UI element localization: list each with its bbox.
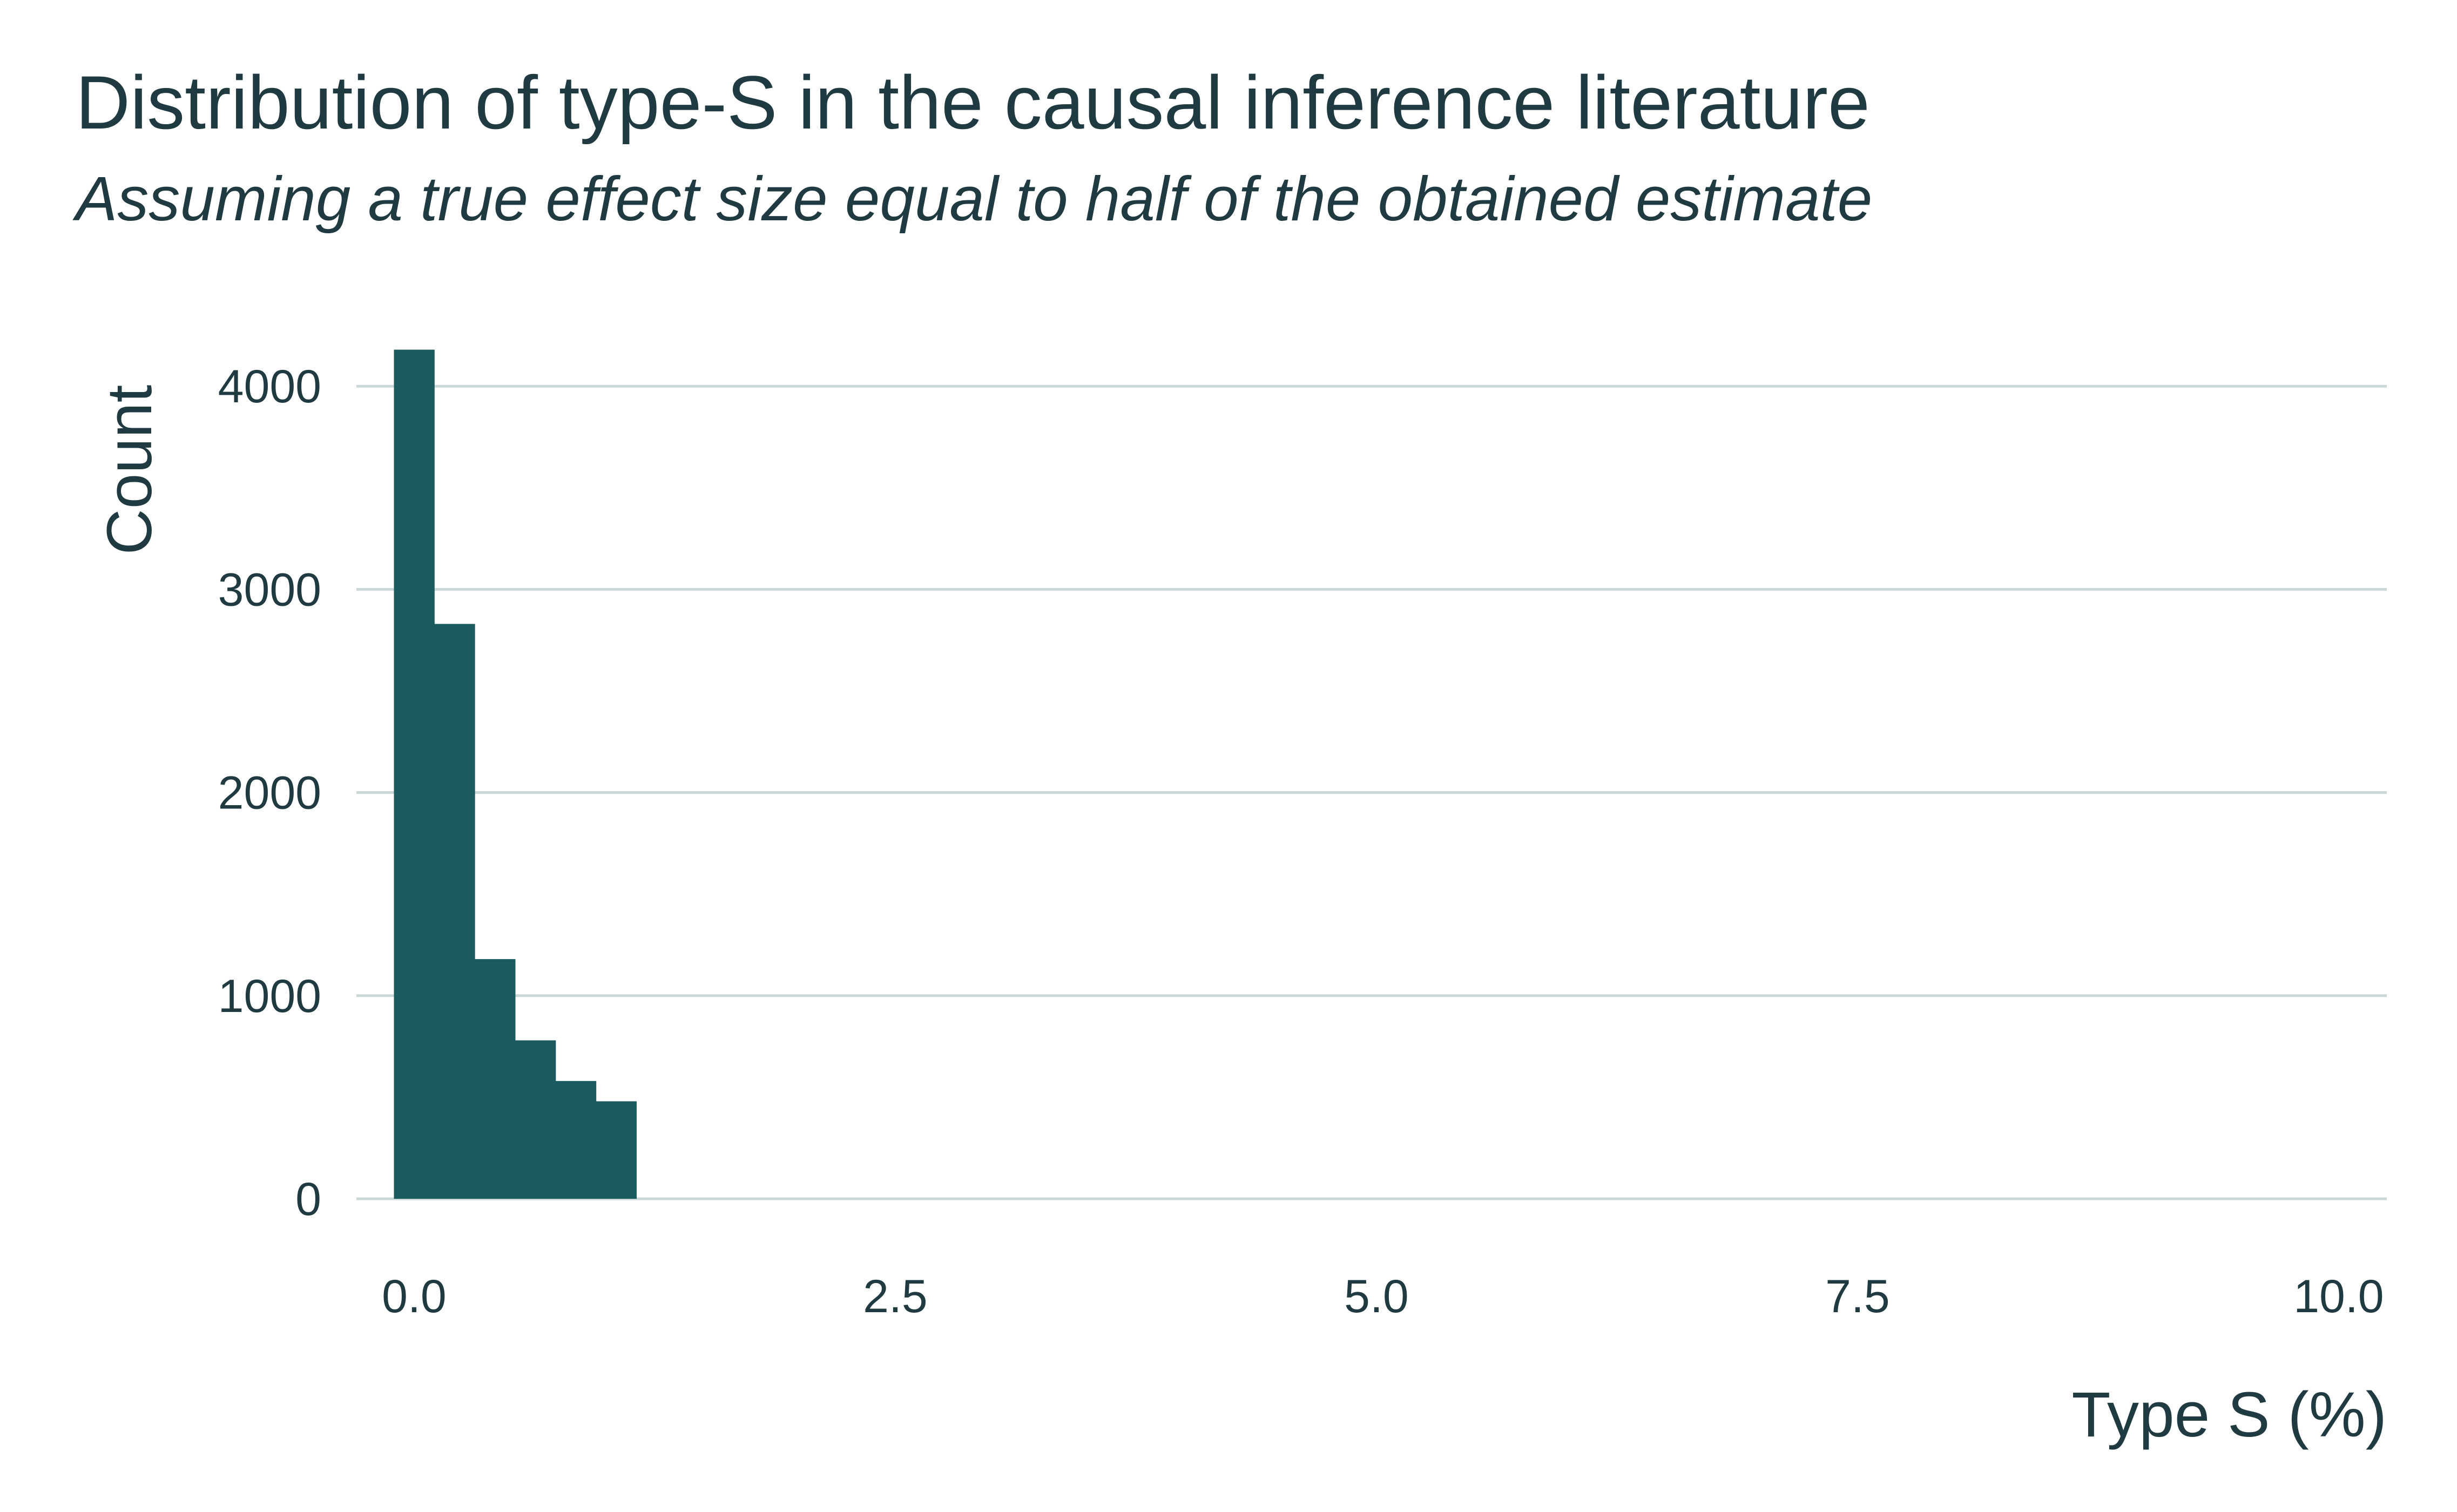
histogram-bar (434, 624, 475, 1199)
chart-subtitle: Assuming a true effect size equal to hal… (76, 164, 1873, 234)
y-tick-label: 4000 (218, 361, 321, 413)
histogram-bars (394, 349, 637, 1199)
x-tick-labels: 0.0 2.5 5.0 7.5 10.0 (382, 1271, 2384, 1322)
histogram-bar (475, 959, 516, 1199)
y-tick-label: 2000 (218, 767, 321, 819)
histogram-bar (555, 1081, 597, 1199)
y-tick-label: 1000 (218, 970, 321, 1022)
x-tick-label: 7.5 (1825, 1271, 1890, 1322)
y-tick-label: 0 (295, 1173, 321, 1225)
y-tick-labels: 0 1000 2000 3000 4000 (218, 361, 321, 1225)
gridlines (356, 384, 2387, 1200)
histogram-bar (515, 1040, 556, 1199)
x-tick-label: 0.0 (382, 1271, 447, 1322)
histogram-bar (596, 1101, 637, 1199)
x-tick-label: 10.0 (2293, 1271, 2384, 1322)
x-axis-title: Type S (%) (2071, 1379, 2387, 1450)
y-tick-label: 3000 (218, 564, 321, 616)
x-tick-label: 2.5 (863, 1271, 928, 1322)
y-axis-title: Count (94, 385, 165, 555)
histogram-bar (394, 349, 435, 1199)
x-tick-label: 5.0 (1344, 1271, 1409, 1322)
chart-title: Distribution of type-S in the causal inf… (76, 60, 1870, 145)
